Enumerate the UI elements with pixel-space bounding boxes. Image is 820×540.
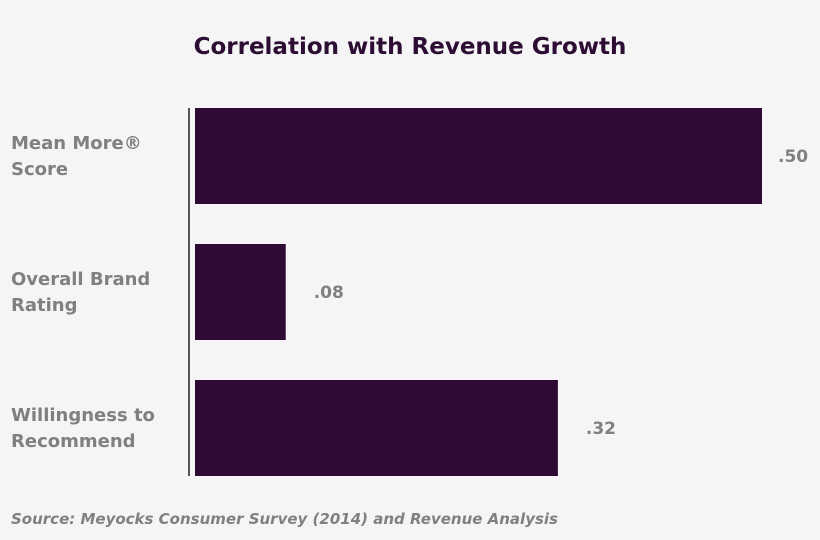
data-label: .32 — [586, 419, 616, 439]
bar — [195, 380, 558, 476]
category-label: Willingness to Recommend — [11, 405, 155, 452]
category-label: Overall Brand Rating — [11, 269, 150, 316]
data-label: .50 — [778, 147, 808, 167]
source-note: Source: Meyocks Consumer Survey (2014) a… — [11, 510, 558, 528]
bar — [195, 108, 762, 204]
chart-title: Correlation with Revenue Growth — [193, 34, 627, 60]
data-label: .08 — [314, 283, 344, 303]
category-label: Mean More® Score — [11, 133, 142, 180]
bar — [195, 244, 286, 340]
